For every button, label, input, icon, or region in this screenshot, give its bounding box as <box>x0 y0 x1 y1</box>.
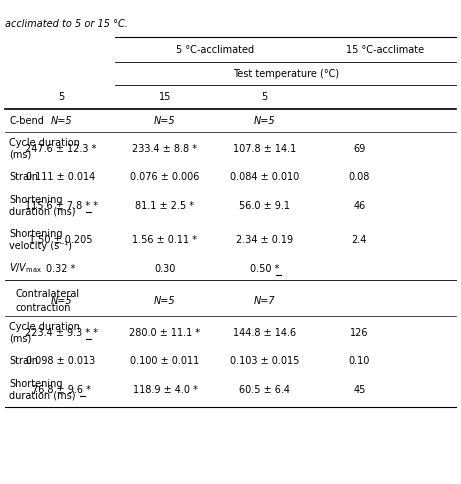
Text: 56.0 ± 9.1: 56.0 ± 9.1 <box>239 201 290 211</box>
Text: Cycle duration
(ms): Cycle duration (ms) <box>9 138 80 160</box>
Text: Strain: Strain <box>9 172 38 182</box>
Text: 0.103 ± 0.015: 0.103 ± 0.015 <box>230 356 299 366</box>
Text: contraction: contraction <box>16 303 71 314</box>
Text: Shortening
velocity (s⁻¹): Shortening velocity (s⁻¹) <box>9 229 72 251</box>
Text: 126: 126 <box>350 328 368 338</box>
Text: 0.111 ± 0.014: 0.111 ± 0.014 <box>26 172 96 182</box>
Text: 0.32 *: 0.32 * <box>47 264 76 273</box>
Text: 15 °C-acclimate: 15 °C-acclimate <box>346 45 424 55</box>
Text: 1.56 ± 0.11 *: 1.56 ± 0.11 * <box>132 235 197 245</box>
Text: C-bend: C-bend <box>9 116 44 125</box>
Text: 60.5 ± 6.4: 60.5 ± 6.4 <box>239 384 290 394</box>
Text: 5: 5 <box>58 92 64 102</box>
Text: 1.50 ± 0.205: 1.50 ± 0.205 <box>30 235 93 245</box>
Text: 81.1 ± 2.5 *: 81.1 ± 2.5 * <box>136 201 195 211</box>
Text: 5 °C-acclimated: 5 °C-acclimated <box>176 45 254 55</box>
Text: N=5: N=5 <box>50 296 72 306</box>
Text: N=5: N=5 <box>154 296 176 306</box>
Text: Contralateral: Contralateral <box>16 289 80 299</box>
Text: Cycle duration
(ms): Cycle duration (ms) <box>9 322 80 343</box>
Text: 0.084 ± 0.010: 0.084 ± 0.010 <box>230 172 299 182</box>
Text: 115.6 ± 7.8 * *: 115.6 ± 7.8 * * <box>24 201 98 211</box>
Text: acclimated to 5 or 15 °C.: acclimated to 5 or 15 °C. <box>5 19 128 29</box>
Text: 280.0 ± 11.1 *: 280.0 ± 11.1 * <box>130 328 201 338</box>
Text: 46: 46 <box>353 201 366 211</box>
Text: 15: 15 <box>159 92 171 102</box>
Text: 0.08: 0.08 <box>349 172 370 182</box>
Text: $\it{V/V}$$_{\rm{max}}$: $\it{V/V}$$_{\rm{max}}$ <box>9 262 42 275</box>
Text: 0.098 ± 0.013: 0.098 ± 0.013 <box>26 356 96 366</box>
Text: Strain: Strain <box>9 356 38 366</box>
Text: 0.50 *: 0.50 * <box>250 264 279 273</box>
Text: 0.100 ± 0.011: 0.100 ± 0.011 <box>130 356 200 366</box>
Text: 0.076 ± 0.006: 0.076 ± 0.006 <box>130 172 200 182</box>
Text: 0.10: 0.10 <box>349 356 370 366</box>
Text: 5: 5 <box>261 92 267 102</box>
Text: 76.8 ± 9.6 *: 76.8 ± 9.6 * <box>32 384 90 394</box>
Text: 2.4: 2.4 <box>352 235 367 245</box>
Text: 223.4 ± 9.3 * *: 223.4 ± 9.3 * * <box>24 328 98 338</box>
Text: Shortening
duration (ms): Shortening duration (ms) <box>9 195 76 217</box>
Text: 45: 45 <box>353 384 366 394</box>
Text: 69: 69 <box>353 144 366 154</box>
Text: N=5: N=5 <box>50 116 72 125</box>
Text: 2.34 ± 0.19: 2.34 ± 0.19 <box>236 235 293 245</box>
Text: N=5: N=5 <box>154 116 176 125</box>
Text: 118.9 ± 4.0 *: 118.9 ± 4.0 * <box>133 384 197 394</box>
Text: 107.8 ± 14.1: 107.8 ± 14.1 <box>233 144 296 154</box>
Text: 247.6 ± 12.3 *: 247.6 ± 12.3 * <box>25 144 97 154</box>
Text: Test temperature (°C): Test temperature (°C) <box>233 69 339 78</box>
Text: N=5: N=5 <box>254 116 275 125</box>
Text: N=7: N=7 <box>254 296 275 306</box>
Text: 233.4 ± 8.8 *: 233.4 ± 8.8 * <box>132 144 197 154</box>
Text: 144.8 ± 14.6: 144.8 ± 14.6 <box>233 328 296 338</box>
Text: 0.30: 0.30 <box>154 264 176 273</box>
Text: Shortening
duration (ms): Shortening duration (ms) <box>9 378 76 400</box>
